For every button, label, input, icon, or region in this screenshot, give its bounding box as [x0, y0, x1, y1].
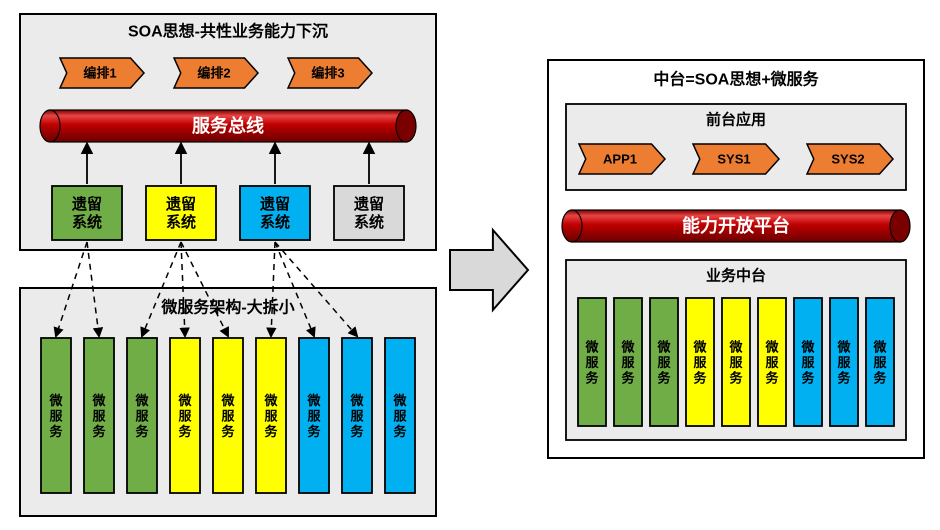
- svg-text:微服务: 微服务: [836, 339, 851, 385]
- svg-text:微服务: 微服务: [306, 392, 321, 438]
- svg-text:前台应用: 前台应用: [706, 111, 766, 129]
- svg-text:SYS2: SYS2: [831, 152, 864, 167]
- svg-text:微服务: 微服务: [656, 339, 671, 385]
- svg-text:微服务: 微服务: [263, 392, 278, 438]
- svg-text:微服务: 微服务: [728, 339, 743, 385]
- svg-text:微服务: 微服务: [764, 339, 779, 385]
- svg-text:编排3: 编排3: [311, 66, 344, 81]
- svg-text:能力开放平台: 能力开放平台: [682, 215, 790, 236]
- svg-text:微服务: 微服务: [800, 339, 815, 385]
- svg-text:编排2: 编排2: [197, 66, 230, 81]
- svg-text:编排1: 编排1: [83, 66, 116, 81]
- architecture-diagram: SOA思想-共性业务能力下沉编排1编排2编排3服务总线遗留系统遗留系统遗留系统遗…: [0, 0, 940, 530]
- svg-text:微服务: 微服务: [220, 392, 235, 438]
- svg-text:微服务: 微服务: [349, 392, 364, 438]
- svg-text:微服务: 微服务: [91, 392, 106, 438]
- svg-text:微服务架构-大拆小: 微服务架构-大拆小: [160, 298, 294, 317]
- svg-text:服务总线: 服务总线: [192, 115, 264, 136]
- svg-text:微服务: 微服务: [584, 339, 599, 385]
- svg-text:微服务: 微服务: [134, 392, 149, 438]
- svg-text:SOA思想-共性业务能力下沉: SOA思想-共性业务能力下沉: [128, 22, 328, 41]
- svg-text:SYS1: SYS1: [717, 152, 750, 167]
- svg-text:微服务: 微服务: [48, 392, 63, 438]
- svg-text:APP1: APP1: [603, 152, 637, 167]
- svg-text:业务中台: 业务中台: [706, 267, 766, 285]
- svg-text:微服务: 微服务: [177, 392, 192, 438]
- svg-text:中台=SOA思想+微服务: 中台=SOA思想+微服务: [653, 70, 819, 89]
- svg-text:微服务: 微服务: [872, 339, 887, 385]
- svg-text:微服务: 微服务: [692, 339, 707, 385]
- svg-text:微服务: 微服务: [620, 339, 635, 385]
- svg-text:微服务: 微服务: [392, 392, 407, 438]
